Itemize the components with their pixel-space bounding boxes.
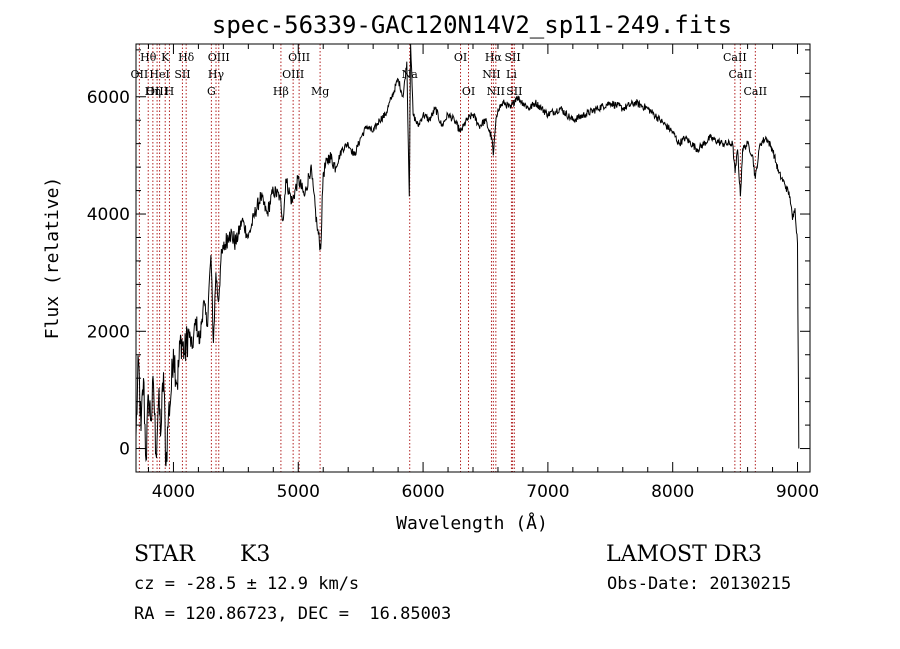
x-tick-label: 8000 [651,482,694,502]
line-label: OIII [282,68,304,81]
line-label: HeI [149,68,169,81]
x-tick-label: 7000 [526,482,569,502]
y-tick-label: 2000 [87,322,130,342]
line-label: Hθ [140,51,157,64]
emission-line-markers [138,44,756,472]
x-tick-label: 9000 [776,482,819,502]
line-label: SII [506,85,522,98]
line-label: CaII [729,68,753,81]
line-label: Hβ [273,85,289,98]
line-label: NII [487,85,505,98]
line-label: OII [131,68,149,81]
x-tick-label: 5000 [277,482,320,502]
plot-frame [135,43,811,473]
line-label: OIII [146,85,168,98]
chart-title: spec-56339-GAC120N14V2_sp11-249.fits [212,11,732,39]
line-label: Mg [311,85,329,98]
line-label: CaII [723,51,747,64]
object-subclass: K3 [240,542,270,567]
line-label: G [207,85,216,98]
line-label: Hα [485,51,503,64]
spectrum-line [135,43,800,467]
line-label: NII [482,68,500,81]
x-axis-label: Wavelength (Å) [396,512,548,534]
line-label: OIII [208,51,230,64]
x-tick-label: 6000 [401,482,444,502]
spectrum-series [135,43,800,467]
line-label: H [165,85,175,98]
redshift-value: cz = -28.5 ± 12.9 km/s [134,574,359,594]
line-label: Hδ [178,51,195,64]
object-class: STAR [134,542,196,567]
line-label: Hγ [208,68,225,81]
y-tick-label: 4000 [87,205,130,225]
y-axis-label: Flux (relative) [42,177,63,340]
y-tick-label: 6000 [87,88,130,108]
observation-date: Obs-Date: 20130215 [607,574,791,594]
y-tick-label: 0 [119,440,130,460]
line-label: OI [462,85,475,98]
axis-ticks: 4000 5000 6000 7000 8000 9000 0 2000 4000 6000 [87,44,819,502]
line-label: CaII [743,85,767,98]
line-label: Hη [145,85,161,98]
line-label: Li [506,68,517,81]
line-label: SII [504,51,520,64]
survey-name: LAMOST DR3 [606,542,762,567]
line-label: SII [174,68,190,81]
line-label: OIII [288,51,310,64]
line-label: OI [454,51,467,64]
line-label: K [161,51,170,64]
coordinates: RA = 120.86723, DEC = 16.85003 [134,604,451,624]
x-tick-label: 4000 [152,482,195,502]
